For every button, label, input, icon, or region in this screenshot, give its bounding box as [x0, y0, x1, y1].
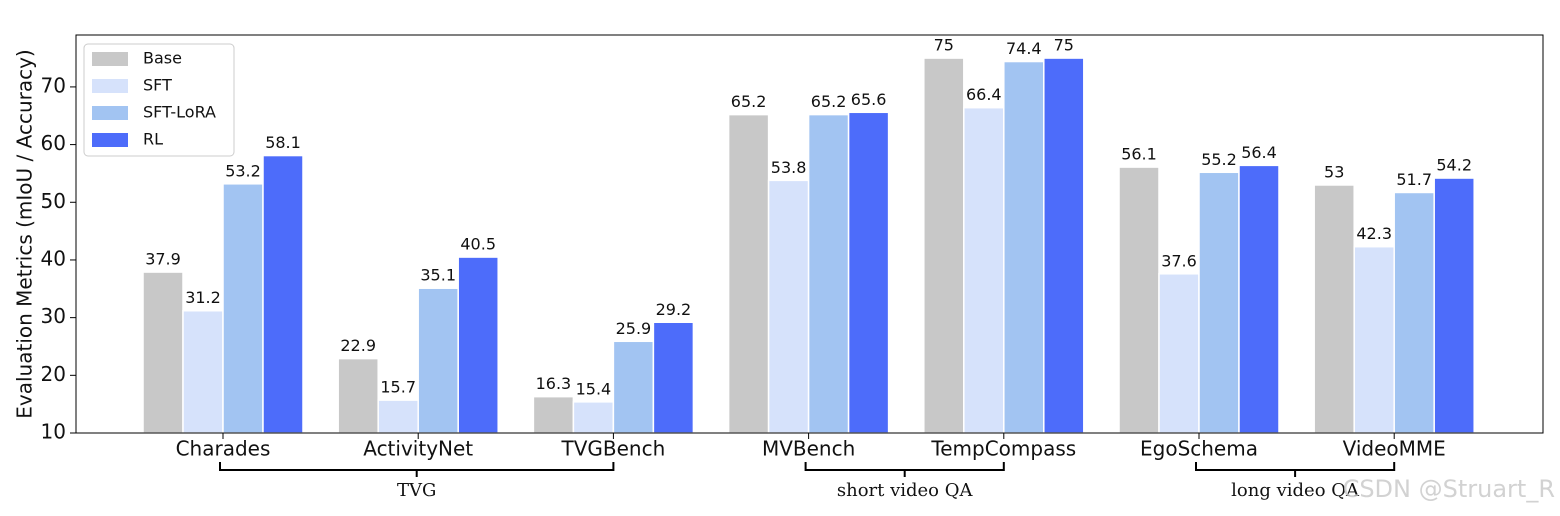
bar: [457, 256, 499, 434]
watermark: CSDN @Struart_R: [1343, 475, 1555, 503]
value-label: 66.4: [966, 85, 1002, 104]
bar: [377, 399, 419, 434]
group-bracket: [1195, 462, 1396, 477]
x-tick-label: EgoSchema: [1140, 437, 1258, 461]
bar: [1118, 166, 1160, 434]
legend-label: SFT: [143, 76, 172, 95]
bar: [1433, 177, 1475, 434]
bar: [1003, 60, 1045, 434]
x-tick-label: TempCompass: [930, 437, 1076, 461]
y-tick-label: 70: [41, 73, 66, 97]
bar: [1198, 171, 1240, 434]
y-axis-label: Evaluation Metrics (mIoU / Accuracy): [13, 49, 37, 418]
bar: [1158, 273, 1200, 434]
value-label: 56.1: [1121, 145, 1157, 164]
x-tick-label: TVGBench: [561, 437, 666, 461]
bar: [142, 271, 184, 434]
value-label: 65.2: [811, 92, 847, 111]
value-label: 65.6: [851, 90, 887, 109]
value-label: 15.7: [380, 378, 416, 397]
value-label: 58.1: [265, 133, 301, 152]
bar: [417, 287, 459, 434]
y-tick-label: 30: [41, 304, 66, 328]
bar: [1238, 164, 1280, 434]
bar: [1353, 245, 1395, 434]
value-label: 54.2: [1436, 156, 1472, 175]
value-label: 75: [1054, 36, 1074, 55]
bar: [652, 321, 695, 434]
legend-box: [83, 43, 235, 157]
value-label: 65.2: [731, 92, 767, 111]
legend-label: RL: [143, 130, 163, 149]
legend-swatch: [92, 106, 128, 120]
value-label: 53: [1324, 162, 1344, 181]
y-tick-label: 50: [41, 189, 66, 213]
y-tick-label: 40: [41, 246, 66, 270]
legend-label: SFT-LoRA: [143, 103, 216, 122]
value-label: 16.3: [536, 374, 572, 393]
value-label: 29.2: [656, 300, 692, 319]
plot-frame: [75, 34, 1544, 434]
bar: [572, 401, 615, 434]
value-label: 56.4: [1241, 143, 1277, 162]
value-label: 35.1: [420, 266, 456, 285]
value-label: 53.2: [225, 161, 261, 180]
bar: [963, 106, 1005, 434]
value-label: 31.2: [185, 288, 221, 307]
x-tick-label: Charades: [176, 437, 271, 461]
value-label: 74.4: [1006, 39, 1042, 58]
value-label: 53.8: [771, 158, 807, 177]
bar: [337, 357, 379, 434]
legend-swatch: [92, 79, 128, 93]
x-tick-label: ActivityNet: [363, 437, 473, 461]
group-label: TVG: [397, 480, 436, 501]
bar: [612, 340, 655, 434]
bar: [923, 57, 965, 434]
legend-label: Base: [143, 49, 182, 68]
bar: [1313, 184, 1355, 434]
bar: [727, 113, 770, 434]
bar: [222, 183, 264, 434]
group-bracket: [804, 462, 1005, 477]
value-label: 42.3: [1356, 224, 1392, 243]
bar: [182, 309, 224, 434]
legend-swatch: [92, 52, 128, 66]
value-label: 22.9: [340, 336, 376, 355]
bar: [1393, 191, 1435, 434]
value-label: 37.9: [145, 250, 181, 269]
bar: [262, 154, 304, 434]
y-tick-label: 10: [41, 420, 66, 444]
bar: [532, 395, 575, 434]
bar: [847, 111, 890, 434]
bar: [1043, 57, 1085, 434]
value-label: 75: [934, 36, 954, 55]
value-label: 25.9: [616, 319, 652, 338]
x-tick-label: VideoMME: [1343, 437, 1446, 461]
value-label: 55.2: [1201, 150, 1237, 169]
bar: [767, 179, 810, 434]
value-label: 15.4: [576, 379, 612, 398]
x-tick-label: MVBench: [762, 437, 855, 461]
y-tick-label: 60: [41, 131, 66, 155]
group-label: long video QA: [1231, 480, 1360, 501]
group-bracket: [219, 462, 615, 477]
y-tick-label: 20: [41, 362, 66, 386]
value-label: 40.5: [460, 235, 496, 254]
group-label: short video QA: [837, 480, 974, 501]
value-label: 51.7: [1396, 170, 1432, 189]
legend-swatch: [92, 133, 128, 147]
bar: [807, 113, 850, 434]
value-label: 37.6: [1161, 251, 1197, 270]
